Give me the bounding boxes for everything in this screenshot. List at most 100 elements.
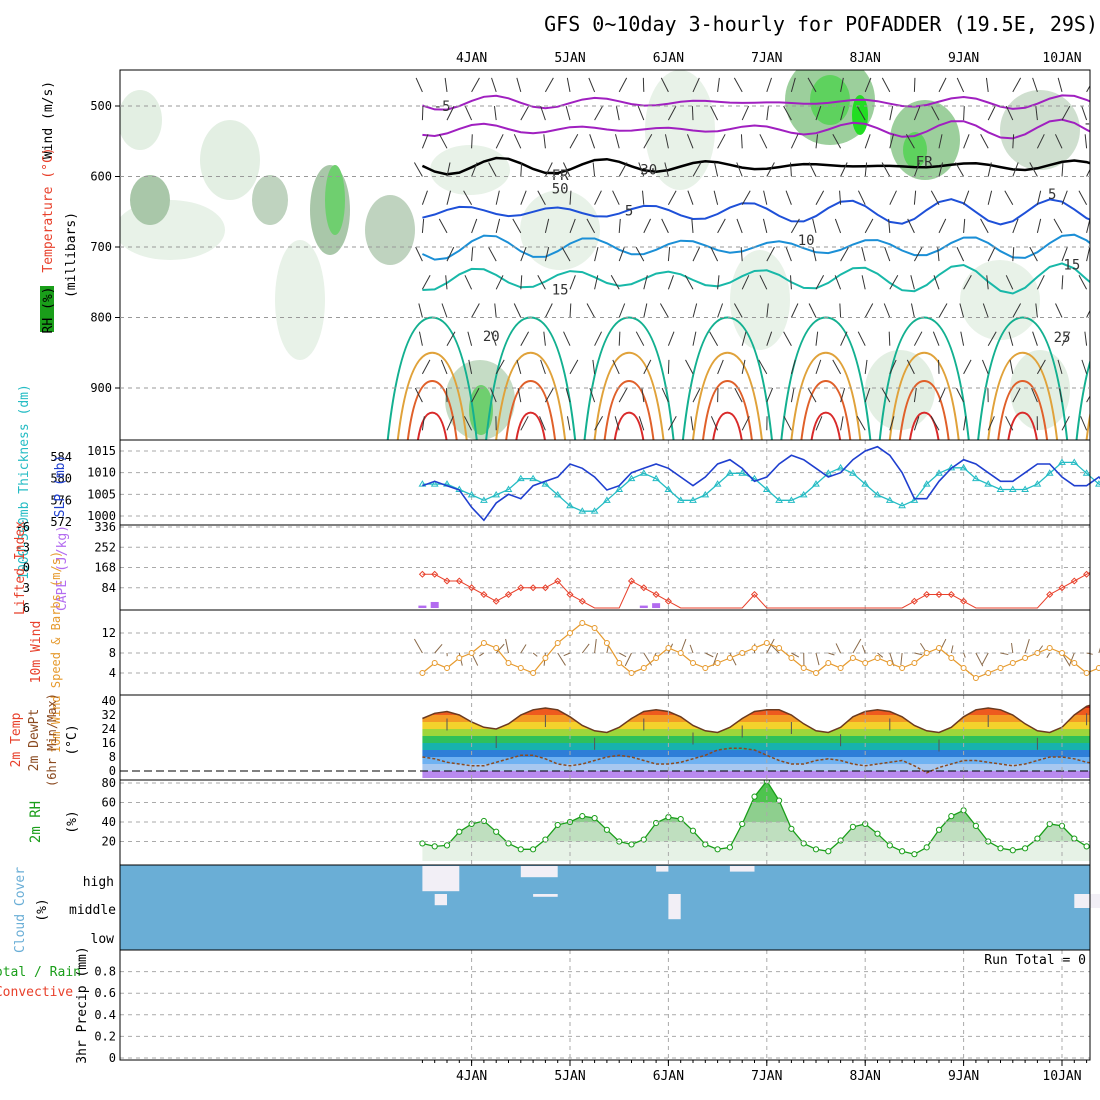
wind-barb <box>888 331 891 346</box>
wind-barb <box>785 246 792 262</box>
wind-barb <box>932 331 940 346</box>
rh-band <box>422 783 1090 803</box>
wind-barb <box>471 218 478 234</box>
ylabel-cloud-a: Cloud Cover <box>13 867 28 953</box>
chart-title: GFS 0~10day 3-hourly for POFADDER (19.5E… <box>544 12 1098 36</box>
wind-barb <box>807 77 817 93</box>
rh-point <box>714 846 721 853</box>
wind-barb <box>664 134 669 149</box>
temperature-line <box>422 704 1090 734</box>
wind-barb <box>471 303 480 318</box>
rh-point <box>702 841 709 848</box>
cloud-clear <box>668 894 681 920</box>
li-point <box>443 577 451 585</box>
thickness-point <box>898 501 906 509</box>
wind-barb <box>758 359 768 375</box>
wind-barb <box>441 303 448 318</box>
li-point <box>418 570 426 578</box>
li-point <box>566 590 574 599</box>
wind-barb <box>832 359 842 375</box>
wind-barb <box>832 134 842 149</box>
thickness-point <box>652 474 660 482</box>
wind-barb <box>1078 275 1088 290</box>
rh-point <box>456 828 463 835</box>
wind-barb <box>1036 134 1045 149</box>
rh-point <box>1083 843 1090 850</box>
cape-bar <box>639 605 648 608</box>
wind-barb <box>741 275 750 290</box>
wind-barb <box>692 77 700 93</box>
wind-barb <box>717 275 720 290</box>
wind-barb <box>539 416 546 431</box>
date-label-bottom: 5JAN <box>554 1069 585 1084</box>
thickness-point <box>775 496 783 503</box>
wind-barb <box>692 303 698 318</box>
wind-barb <box>512 218 522 234</box>
wind-barb <box>638 162 645 177</box>
ytick-label: 700 <box>90 240 112 254</box>
ylabel-rh-b: (%) <box>65 810 80 833</box>
wind-barb <box>418 331 423 346</box>
wind-barb <box>815 105 822 121</box>
contour-20 <box>878 316 970 440</box>
thickness-point <box>1021 485 1029 492</box>
dewpoint-line <box>422 747 1090 774</box>
wind-barb <box>987 190 993 205</box>
wind-barb <box>618 77 628 93</box>
wind-barb <box>741 359 746 374</box>
wind-barb <box>1029 246 1038 262</box>
wind-barb <box>513 134 522 149</box>
cloud-clear <box>422 866 460 892</box>
thickness-point <box>627 474 636 482</box>
wind-barb-10m <box>815 652 820 666</box>
wind-barb <box>618 331 621 346</box>
li-point <box>750 590 759 599</box>
contour-label: 15 <box>1063 258 1080 274</box>
thickness-point <box>516 474 525 482</box>
wind-barb <box>594 275 599 290</box>
wind-barb <box>563 331 571 346</box>
thickness-point <box>812 480 820 487</box>
wind-barb <box>1012 162 1019 177</box>
wind-barb <box>910 275 915 290</box>
rh-point <box>751 793 758 800</box>
wind-barb <box>834 275 842 290</box>
wind-barb <box>1012 77 1022 93</box>
wind-barb <box>889 134 894 149</box>
y-axis-label-millibars: (millibars) <box>64 212 79 298</box>
rh-shading <box>365 195 415 265</box>
rh-point <box>837 837 844 844</box>
contour-freezing <box>421 156 1090 176</box>
wind-barb <box>741 105 750 121</box>
wind-barb <box>537 190 546 205</box>
contour-label: -5 <box>434 99 451 115</box>
wind-barb <box>766 387 774 403</box>
wind-barb-10m <box>479 652 485 657</box>
ylabel-temp-a: 2m Temp <box>9 712 24 767</box>
wind-speed-point <box>739 650 746 656</box>
wind-barb <box>913 416 920 431</box>
thickness-point <box>603 496 611 503</box>
contour-25 <box>790 351 862 440</box>
wind-barb <box>864 359 868 374</box>
thickness-point <box>1058 458 1066 465</box>
wind-barb <box>1012 218 1019 234</box>
wind-barb <box>963 134 970 149</box>
wind-barb <box>987 416 995 431</box>
temp-bands <box>422 701 1090 778</box>
wind-barb <box>960 331 965 346</box>
wind-barb <box>888 218 891 233</box>
wind-barb <box>641 190 645 205</box>
wind-barb <box>588 77 596 93</box>
li-point <box>1096 565 1100 571</box>
rh-shading <box>1000 90 1080 170</box>
thickness-point <box>824 469 833 476</box>
ytick-label: 500 <box>90 99 112 113</box>
ytick-label-thickness: 580 <box>50 472 72 486</box>
wind-barb <box>956 77 965 93</box>
ytick-label-precip: 0 <box>109 1051 116 1065</box>
wind-barb-10m <box>766 638 775 654</box>
date-label-top: 8JAN <box>850 51 881 66</box>
wind-speed-point <box>1083 670 1090 676</box>
ylabel-cloud-b: (%) <box>35 898 50 921</box>
